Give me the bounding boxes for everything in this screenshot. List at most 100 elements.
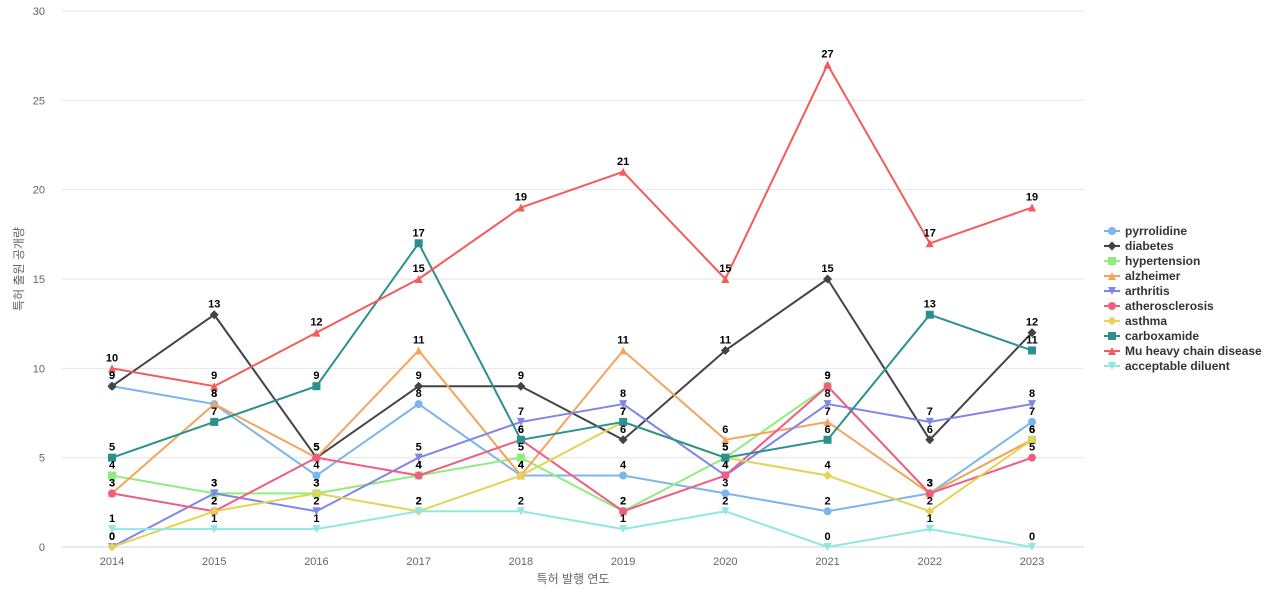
data-label: 19 xyxy=(515,192,527,204)
y-tick-label: 0 xyxy=(39,542,45,554)
legend-label: pyrrolidine xyxy=(1125,224,1187,238)
data-label: 2 xyxy=(518,495,524,507)
x-tick-label: 2020 xyxy=(713,556,737,568)
data-label: 13 xyxy=(924,299,936,311)
legend-item[interactable]: asthma xyxy=(1104,314,1167,328)
data-label: 2 xyxy=(211,495,217,507)
data-point xyxy=(925,489,934,498)
legend-label: acceptable diluent xyxy=(1125,359,1230,373)
data-label: 3 xyxy=(109,477,115,489)
data-label: 6 xyxy=(824,424,830,436)
x-tick-label: 2014 xyxy=(100,556,124,568)
data-label: 7 xyxy=(620,406,626,418)
legend-item[interactable]: hypertension xyxy=(1104,254,1200,268)
data-label: 6 xyxy=(722,424,728,436)
data-label: 3 xyxy=(927,477,933,489)
data-label: 7 xyxy=(211,406,217,418)
x-tick-label: 2022 xyxy=(918,556,942,568)
legend-label: atherosclerosis xyxy=(1125,299,1214,313)
data-point xyxy=(210,382,219,391)
data-point xyxy=(925,435,935,445)
series-line xyxy=(111,420,1033,548)
data-point xyxy=(823,417,832,426)
data-label: 5 xyxy=(722,442,728,454)
data-label: 2 xyxy=(416,495,422,507)
data-point xyxy=(516,203,525,212)
data-label: 5 xyxy=(518,442,524,454)
series-acceptable-diluent xyxy=(108,507,1036,551)
data-label: 2 xyxy=(416,495,422,507)
data-label: 6 xyxy=(620,424,626,436)
data-label: 19 xyxy=(1026,192,1038,204)
data-point xyxy=(516,471,526,481)
legend-label: alzheimer xyxy=(1125,269,1181,283)
data-label: 8 xyxy=(416,388,422,400)
data-point xyxy=(209,506,219,516)
data-label: 12 xyxy=(1026,317,1038,329)
data-point xyxy=(721,435,730,444)
data-point xyxy=(925,525,934,534)
legend-marker xyxy=(1108,272,1116,280)
legend-item[interactable]: Mu heavy chain disease xyxy=(1104,344,1262,358)
series-line xyxy=(111,385,1033,513)
data-label: 17 xyxy=(924,227,936,239)
data-label: 2 xyxy=(722,495,728,507)
legend-item[interactable]: arthritis xyxy=(1104,284,1170,298)
data-point xyxy=(107,542,117,552)
data-label: 8 xyxy=(211,388,217,400)
data-label: 6 xyxy=(927,424,933,436)
x-tick-label: 2017 xyxy=(406,556,430,568)
data-label: 7 xyxy=(824,406,830,418)
legend-item[interactable]: carboxamide xyxy=(1104,329,1199,343)
y-tick-label: 25 xyxy=(33,95,45,107)
data-point xyxy=(1028,453,1036,462)
data-label: 6 xyxy=(1029,424,1035,436)
x-tick-label: 2015 xyxy=(202,556,226,568)
data-point xyxy=(312,507,321,516)
data-point xyxy=(1028,400,1036,409)
data-point xyxy=(721,471,730,480)
data-label: 4 xyxy=(620,460,627,472)
legend-marker xyxy=(1107,316,1117,326)
data-point xyxy=(823,543,832,551)
data-label: 8 xyxy=(824,388,830,400)
x-tick-label: 2019 xyxy=(611,556,635,568)
data-label: 6 xyxy=(518,424,524,436)
legend-item[interactable]: atherosclerosis xyxy=(1104,299,1214,313)
data-label: 7 xyxy=(620,406,626,418)
data-label: 3 xyxy=(211,477,217,489)
data-point xyxy=(721,489,730,498)
data-point xyxy=(414,507,423,516)
series-mu-heavy-chain-disease xyxy=(108,60,1036,391)
data-point xyxy=(210,400,219,409)
data-point xyxy=(312,382,321,391)
data-point xyxy=(414,275,423,283)
data-point xyxy=(414,381,424,391)
data-label: 5 xyxy=(722,442,728,454)
data-label: 1 xyxy=(620,513,626,525)
legend-item[interactable]: acceptable diluent xyxy=(1104,359,1230,373)
data-point xyxy=(618,435,628,445)
data-label: 8 xyxy=(211,388,217,400)
data-label: 7 xyxy=(518,406,524,418)
data-point xyxy=(312,453,321,462)
data-label: 4 xyxy=(722,460,729,472)
data-label: 2 xyxy=(620,495,626,507)
data-label: 1 xyxy=(313,513,319,525)
data-label: 15 xyxy=(719,263,731,275)
data-label: 5 xyxy=(722,442,728,454)
legend-item[interactable]: diabetes xyxy=(1104,239,1174,253)
data-label: 9 xyxy=(109,370,115,382)
data-point xyxy=(1028,346,1036,355)
data-label: 13 xyxy=(208,299,220,311)
data-point xyxy=(312,471,321,480)
y-tick-label: 30 xyxy=(33,6,45,18)
data-point xyxy=(108,525,116,534)
legend-item[interactable]: pyrrolidine xyxy=(1104,224,1187,238)
data-point xyxy=(108,453,116,462)
data-label: 6 xyxy=(518,424,524,436)
data-label: 5 xyxy=(313,442,319,454)
legend-item[interactable]: alzheimer xyxy=(1104,269,1181,283)
